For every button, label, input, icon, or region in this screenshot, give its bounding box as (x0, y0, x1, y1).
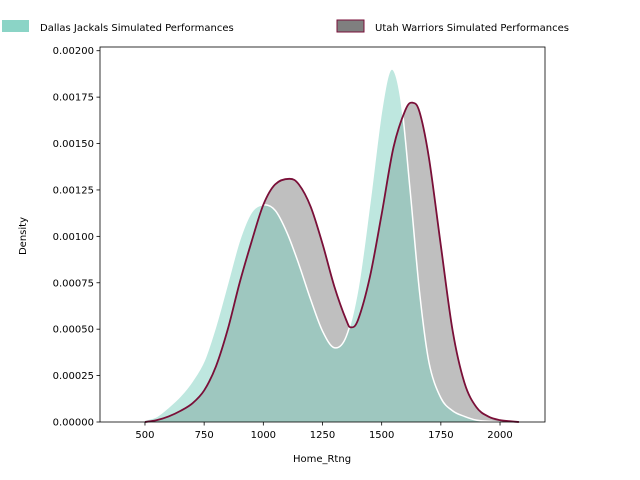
y-tick-label: 0.00050 (53, 325, 94, 336)
legend-swatch-dallas (2, 20, 29, 32)
x-axis: 500 750 1000 1250 1500 1750 2000 (135, 422, 513, 441)
y-tick-label: 0.00175 (53, 93, 94, 104)
legend: Dallas Jackals Simulated Performances Ut… (2, 19, 569, 34)
y-tick-label: 0.00100 (53, 232, 94, 243)
x-tick-label: 500 (135, 430, 154, 441)
x-tick-label: 750 (195, 430, 214, 441)
y-tick-label: 0.00075 (53, 278, 94, 289)
x-tick-label: 1750 (428, 430, 453, 441)
series-line-dallas (144, 68, 501, 423)
legend-label-utah: Utah Warriors Simulated Performances (375, 23, 569, 34)
x-tick-label: 1250 (310, 430, 335, 441)
y-tick-label: 0.00200 (53, 46, 94, 57)
legend-swatch-utah (336, 19, 365, 33)
y-tick-label: 0.00025 (53, 371, 94, 382)
y-tick-label: 0.00000 (53, 418, 94, 429)
y-tick-label: 0.00125 (53, 185, 94, 196)
plot-area (99, 46, 546, 423)
series-line-utah (144, 101, 520, 423)
legend-label-dallas: Dallas Jackals Simulated Performances (40, 23, 234, 34)
x-tick-label: 1000 (251, 430, 276, 441)
y-tick-label: 0.00150 (53, 139, 94, 150)
x-tick-label: 1500 (369, 430, 394, 441)
y-axis-label: Density (18, 217, 29, 255)
y-axis: 0.00000 0.00025 0.00050 0.00075 0.00100 0.001… (53, 46, 100, 429)
x-tick-label: 2000 (487, 430, 512, 441)
x-axis-label: Home_Rtng (293, 454, 351, 465)
series-area-dallas (144, 68, 501, 423)
